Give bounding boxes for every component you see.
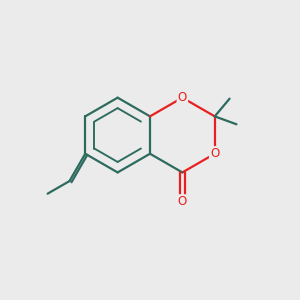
- Text: O: O: [178, 195, 187, 208]
- Text: O: O: [178, 91, 187, 104]
- Text: O: O: [210, 147, 219, 160]
